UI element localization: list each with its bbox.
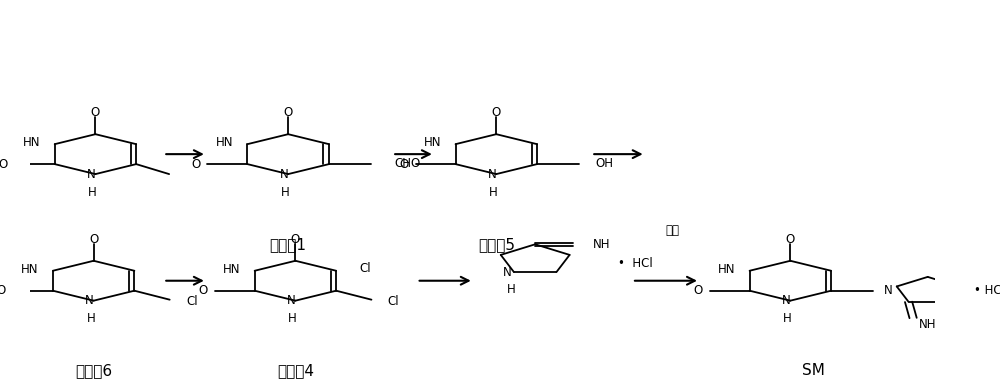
Text: O: O: [0, 157, 8, 171]
Text: O: O: [284, 106, 293, 119]
Text: Cl: Cl: [360, 261, 371, 275]
Text: 盐酸: 盐酸: [666, 224, 680, 238]
Text: O: O: [91, 106, 100, 119]
Text: N: N: [884, 284, 893, 297]
Text: N: N: [488, 167, 496, 181]
Text: CHO: CHO: [394, 157, 420, 170]
Text: 化合物4: 化合物4: [277, 363, 314, 378]
Text: H: H: [489, 186, 498, 199]
Text: HN: HN: [215, 136, 233, 149]
Text: 化合物1: 化合物1: [270, 237, 307, 252]
Text: O: O: [291, 233, 300, 246]
Text: H: H: [783, 312, 792, 325]
Text: O: O: [89, 233, 98, 246]
Text: O: O: [693, 284, 702, 297]
Text: O: O: [0, 284, 6, 297]
Text: O: O: [191, 157, 200, 171]
Text: HN: HN: [424, 136, 441, 149]
Text: H: H: [88, 186, 97, 199]
Text: NH: NH: [919, 318, 936, 331]
Text: OH: OH: [596, 157, 614, 170]
Text: HN: HN: [23, 136, 40, 149]
Text: N: N: [287, 294, 295, 307]
Text: O: O: [492, 106, 501, 119]
Text: HN: HN: [21, 263, 38, 276]
Text: O: O: [399, 157, 408, 171]
Text: NH: NH: [593, 238, 611, 251]
Text: N: N: [87, 167, 95, 181]
Text: H: H: [507, 283, 516, 296]
Text: • HCl: • HCl: [974, 284, 1000, 297]
Text: H: H: [288, 312, 297, 325]
Text: SM: SM: [802, 363, 824, 378]
Text: N: N: [279, 167, 288, 181]
Text: HN: HN: [718, 263, 735, 276]
Text: 化合物5: 化合物5: [478, 237, 515, 252]
Text: •  HCl: • HCl: [618, 257, 653, 270]
Text: N: N: [502, 266, 511, 278]
Text: N: N: [782, 294, 790, 307]
Text: H: H: [281, 186, 290, 199]
Text: 化合物6: 化合物6: [75, 363, 112, 378]
Text: Cl: Cl: [388, 295, 399, 308]
Text: H: H: [87, 312, 95, 325]
Text: Cl: Cl: [186, 295, 198, 308]
Text: N: N: [85, 294, 94, 307]
Text: O: O: [786, 233, 795, 246]
Text: O: O: [198, 284, 208, 297]
Text: HN: HN: [223, 263, 240, 276]
